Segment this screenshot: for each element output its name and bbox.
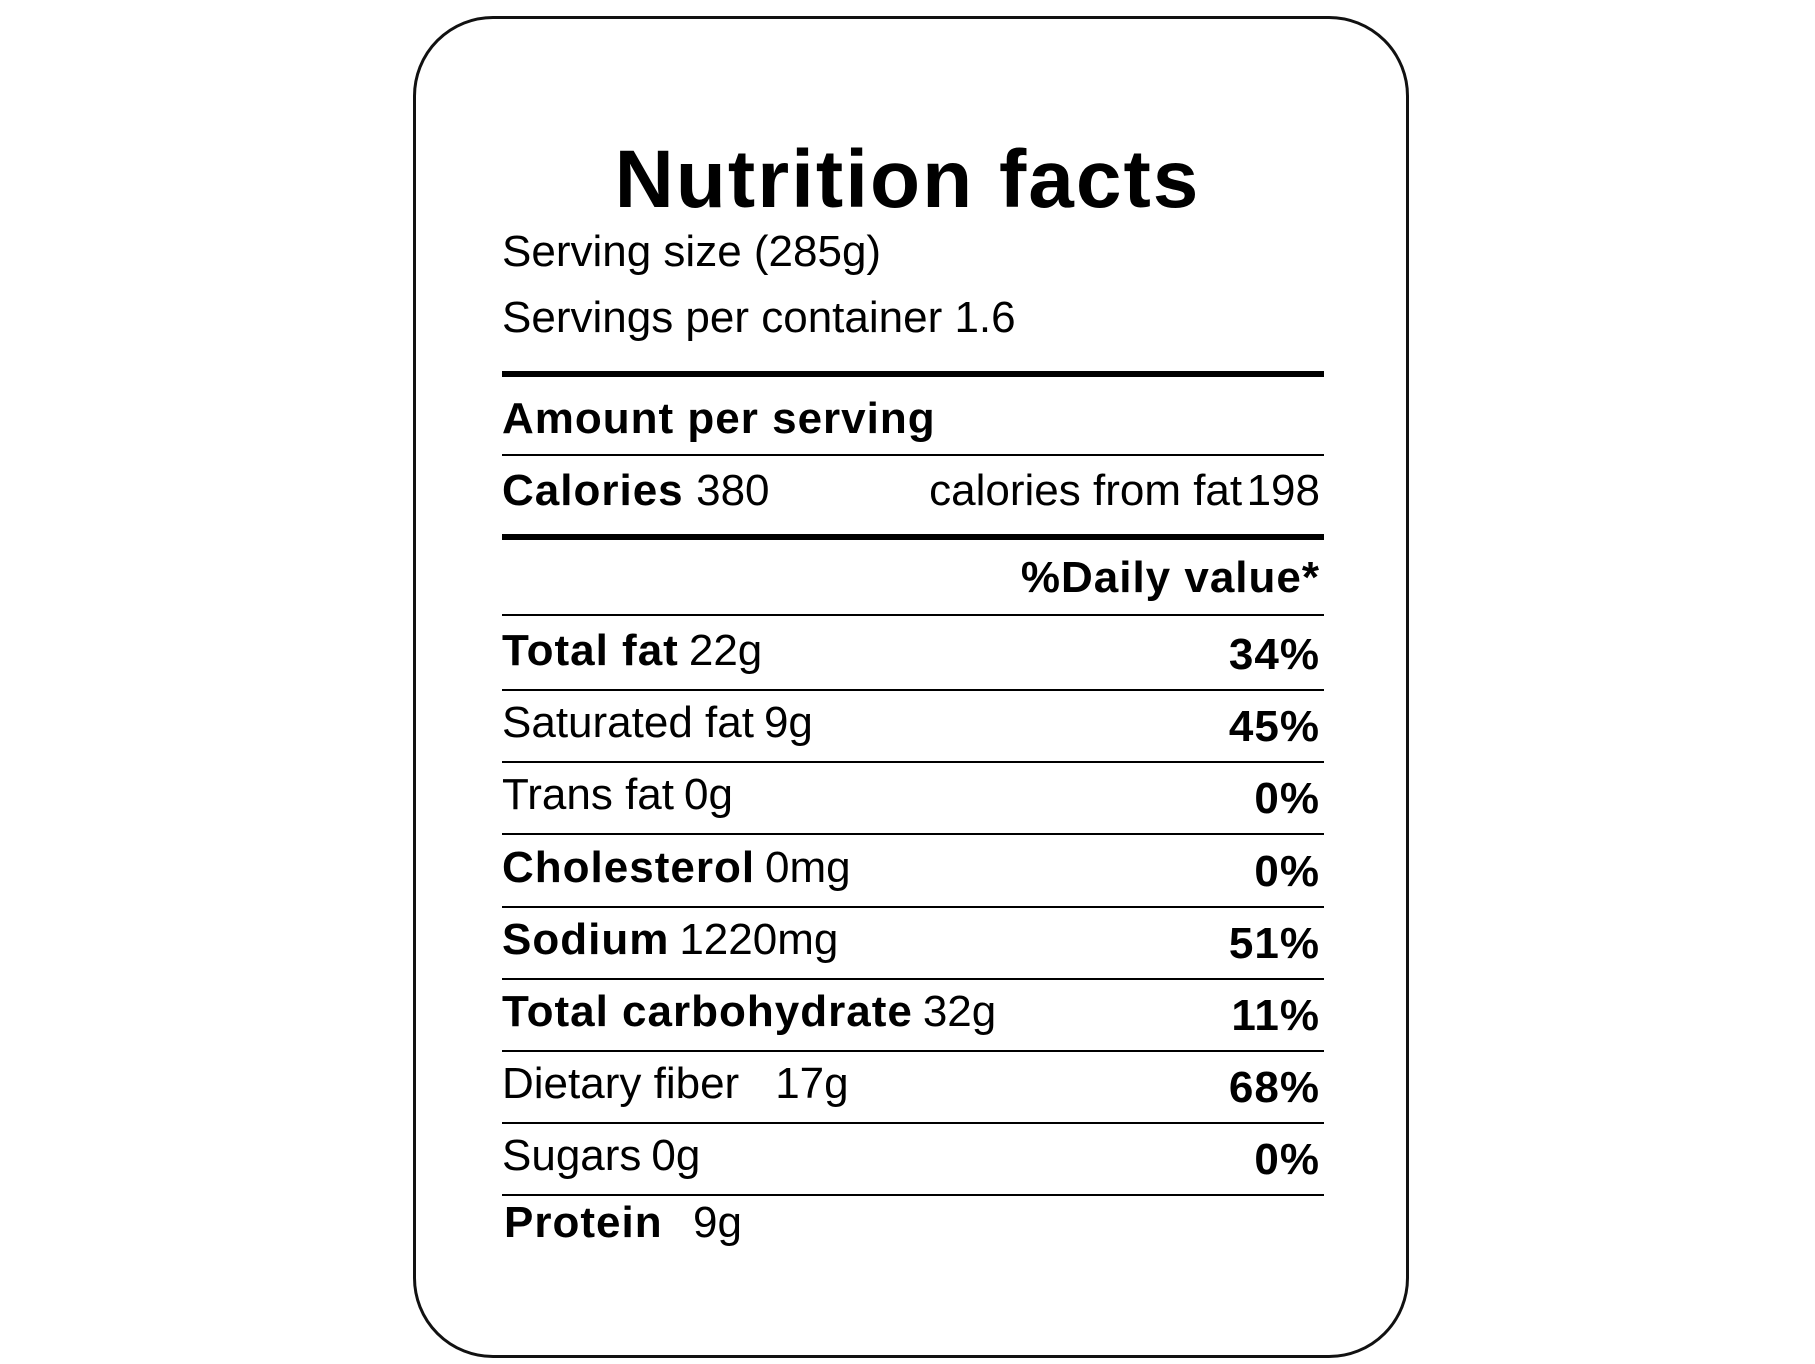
- nutrient-row: Dietary fiber 17g: [502, 1062, 849, 1106]
- fat-calories-row: calories from fat 198: [929, 469, 1320, 513]
- daily-percent: 45%: [1228, 702, 1320, 752]
- nutrient-name: Total carbohydrate: [502, 987, 913, 1036]
- divider: [502, 689, 1324, 691]
- daily-percent: 0%: [1254, 846, 1320, 896]
- daily-percent: 0%: [1254, 774, 1320, 824]
- daily-value-header: %Daily value*: [1020, 553, 1320, 602]
- nutrient-name: Trans fat: [502, 770, 674, 820]
- divider: [502, 1050, 1324, 1052]
- nutrient-amount: 22g: [688, 626, 763, 675]
- nutrient-name: Protein: [504, 1198, 663, 1247]
- nutrient-amount: 1220mg: [679, 914, 839, 964]
- nutrient-name: Dietary fiber: [502, 1059, 740, 1109]
- nutrient-amount: 17g: [775, 1059, 849, 1109]
- divider: [502, 614, 1324, 616]
- divider: [502, 371, 1324, 377]
- nutrient-row: Saturated fat 9g: [502, 701, 813, 745]
- calories-label: Calories: [502, 466, 684, 515]
- nutrient-name: Sugars: [502, 1131, 642, 1181]
- nutrient-amount: 0mg: [765, 842, 851, 892]
- nutrient-name: Sodium: [502, 914, 670, 964]
- nutrient-amount: 0g: [683, 770, 733, 820]
- divider: [502, 534, 1324, 540]
- divider: [502, 454, 1324, 456]
- nutrient-amount: 9g: [763, 698, 813, 748]
- fat-calories-label: calories from fat: [929, 466, 1243, 515]
- protein-row: Protein 9g: [504, 1201, 742, 1245]
- nutrient-name: Cholesterol: [502, 842, 756, 892]
- nutrient-row: Cholesterol 0mg: [502, 842, 851, 892]
- nutrient-row: Total carbohydrate 32g: [502, 990, 996, 1034]
- daily-percent: 51%: [1228, 918, 1320, 968]
- calories-value: 380: [696, 466, 770, 515]
- calories-row: Calories 380: [502, 469, 770, 513]
- divider: [502, 977, 1324, 980]
- nutrient-row: Sodium 1220mg: [502, 914, 839, 964]
- nutrient-amount: 9g: [693, 1198, 742, 1247]
- nutrient-name: Saturated fat: [502, 698, 754, 748]
- nutrient-amount: 0g: [651, 1131, 701, 1181]
- label-card: [413, 16, 1409, 1358]
- amount-per-serving: Amount per serving: [502, 394, 936, 443]
- nutrient-row: Total fat 22g: [502, 629, 762, 673]
- serving-size: Serving size (285g): [502, 227, 882, 276]
- divider: [502, 761, 1324, 764]
- daily-percent: 34%: [1228, 630, 1320, 679]
- fat-calories-value: 198: [1246, 466, 1320, 515]
- daily-percent: 0%: [1254, 1135, 1320, 1185]
- title: Nutrition facts: [614, 134, 1201, 225]
- nutrient-row: Trans fat 0g: [502, 773, 733, 817]
- divider: [502, 833, 1324, 836]
- divider: [502, 905, 1324, 908]
- nutrient-amount: 32g: [922, 987, 997, 1036]
- daily-percent: 68%: [1228, 1063, 1320, 1113]
- daily-percent: 11%: [1231, 991, 1320, 1040]
- divider: [502, 1122, 1324, 1125]
- divider: [502, 1194, 1324, 1197]
- nutrient-name: Total fat: [502, 626, 679, 675]
- nutrient-row: Sugars 0g: [502, 1134, 700, 1178]
- servings-per-container: Servings per container 1.6: [502, 293, 1016, 342]
